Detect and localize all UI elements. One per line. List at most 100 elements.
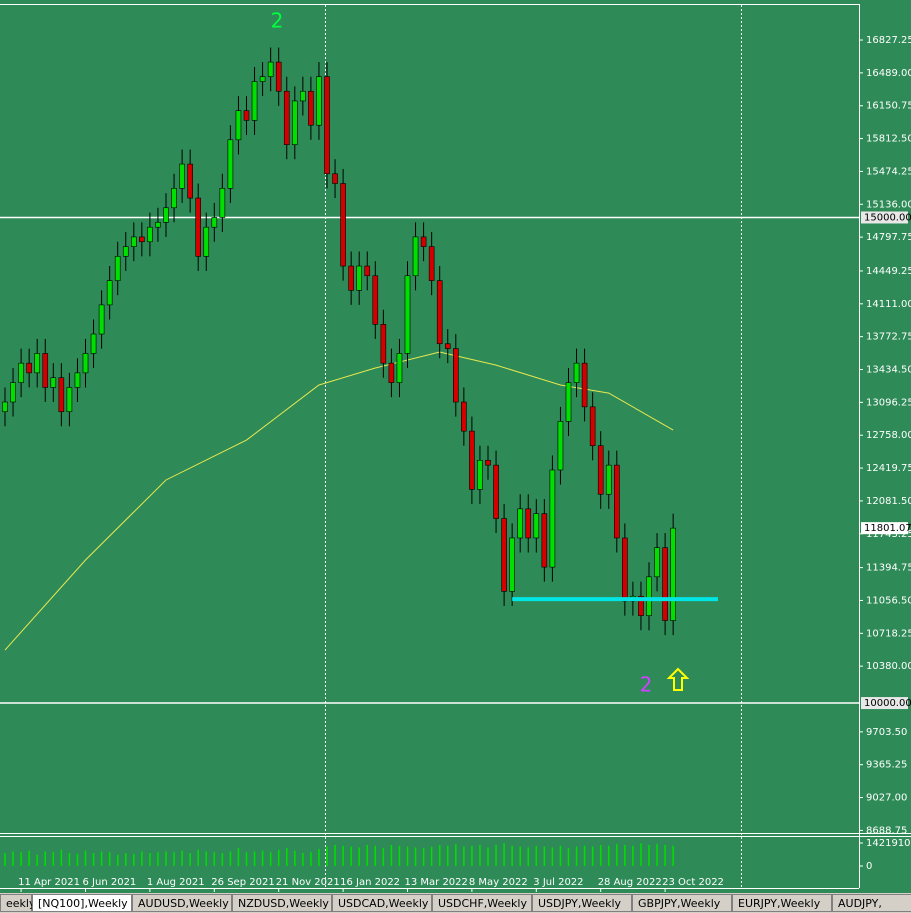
candle-body bbox=[58, 377, 65, 413]
candle-body bbox=[219, 188, 226, 218]
x-tick-label: 23 Oct 2022 bbox=[662, 877, 724, 888]
candle-body bbox=[380, 324, 387, 364]
volume-tick-label: 0 bbox=[866, 861, 872, 872]
candle-body bbox=[525, 508, 532, 539]
candle-body bbox=[74, 372, 81, 388]
candle-body bbox=[243, 110, 250, 121]
x-tick-label: 28 Aug 2022 bbox=[598, 877, 662, 888]
candle-body bbox=[2, 401, 8, 413]
candle-body bbox=[396, 353, 403, 383]
x-tick-label: 16 Jan 2022 bbox=[340, 877, 400, 888]
price-label: 11801.07 bbox=[864, 523, 911, 534]
y-tick-label: 12081.50 bbox=[866, 496, 911, 507]
candle-body bbox=[90, 333, 97, 354]
candle-body bbox=[501, 518, 507, 592]
y-tick-label: 11056.50 bbox=[866, 595, 911, 606]
y-tick-label: 14449.25 bbox=[866, 266, 911, 277]
y-tick-label: 16150.75 bbox=[866, 101, 911, 112]
candle-body bbox=[509, 537, 515, 592]
x-tick-label: 11 Apr 2021 bbox=[18, 877, 80, 888]
x-tick-label: 3 Jul 2022 bbox=[533, 877, 583, 888]
x-tick-label: 8 May 2022 bbox=[469, 877, 528, 888]
y-tick-label: 14111.00 bbox=[866, 299, 911, 310]
level-label-box bbox=[861, 697, 908, 710]
y-tick-label: 16827.25 bbox=[866, 35, 911, 46]
tab bbox=[232, 894, 332, 912]
tab-label: GBPJPY,Weekly bbox=[638, 897, 721, 910]
candle-body bbox=[348, 265, 354, 291]
candle-body bbox=[613, 464, 620, 539]
y-tick-label: 15474.25 bbox=[866, 166, 911, 177]
candle-body bbox=[461, 401, 467, 432]
candle-body bbox=[436, 280, 443, 345]
candle-body bbox=[332, 173, 338, 184]
y-tick-label: 16489.00 bbox=[866, 68, 911, 79]
candle-body bbox=[549, 469, 556, 568]
candle-body bbox=[404, 275, 411, 354]
y-tick-label: 9365.25 bbox=[866, 760, 907, 771]
candle-body bbox=[10, 382, 16, 403]
x-tick-label: 21 Nov 2021 bbox=[276, 877, 340, 888]
candle-body bbox=[573, 362, 580, 383]
candle-body bbox=[412, 236, 419, 277]
candle-body bbox=[452, 348, 459, 403]
background bbox=[0, 0, 911, 893]
candle-body bbox=[420, 236, 427, 247]
tab bbox=[32, 894, 132, 912]
candle-body bbox=[211, 217, 218, 228]
candle-body bbox=[597, 445, 604, 495]
y-tick-label: 13434.50 bbox=[866, 365, 911, 376]
tab-label: NZDUSD,Weekly bbox=[238, 897, 329, 910]
tab-label: EURJPY,Weekly bbox=[738, 897, 821, 910]
candle-body bbox=[581, 362, 588, 408]
volume-tick-label: 1421910 bbox=[866, 838, 911, 849]
candle-body bbox=[324, 76, 330, 175]
candle-body bbox=[18, 362, 24, 383]
candle-body bbox=[267, 61, 274, 77]
tab-label: AUDUSD,Weekly bbox=[138, 897, 229, 910]
candle-body bbox=[122, 246, 129, 257]
tab-label: USDCHF,Weekly bbox=[438, 897, 527, 910]
tab bbox=[132, 894, 232, 912]
level-label: 15000.00 bbox=[864, 212, 911, 223]
candle-body bbox=[356, 265, 363, 291]
candle-body bbox=[485, 459, 491, 466]
candle-body bbox=[541, 513, 548, 568]
candle-body bbox=[66, 387, 73, 413]
x-tick-label: 26 Sep 2021 bbox=[211, 877, 274, 888]
candle-body bbox=[654, 547, 660, 578]
candle-body bbox=[155, 222, 161, 228]
tab-list: eekly [NQ100],Weekly AUDUSD,Weekly NZDUSD,W… bbox=[0, 894, 911, 912]
tab bbox=[532, 894, 632, 912]
level-label: 10000.00 bbox=[864, 698, 911, 709]
candle-body bbox=[291, 100, 298, 145]
candle-body bbox=[428, 246, 435, 281]
y-tick-label: 12758.00 bbox=[866, 430, 911, 441]
tab-label: [NQ100],Weekly bbox=[38, 897, 128, 910]
candle-body bbox=[589, 406, 596, 447]
candle-body bbox=[163, 207, 169, 223]
candle-body bbox=[171, 188, 177, 209]
candle-body bbox=[131, 236, 137, 247]
tab-label: USDCAD,Weekly bbox=[338, 897, 429, 910]
y-tick-label: 12419.75 bbox=[866, 463, 911, 474]
tab bbox=[632, 894, 732, 912]
candle-body bbox=[26, 362, 32, 374]
candle-body bbox=[565, 382, 572, 422]
wave-label: 2 bbox=[640, 673, 653, 697]
candle-body bbox=[98, 304, 105, 335]
tab bbox=[832, 894, 911, 912]
candle-body bbox=[605, 464, 612, 495]
candle-body bbox=[622, 537, 628, 602]
candle-body bbox=[670, 527, 676, 621]
y-tick-label: 13772.75 bbox=[866, 332, 911, 343]
y-tick-label: 9703.50 bbox=[866, 727, 907, 738]
candle-body bbox=[300, 90, 306, 102]
candle-body bbox=[114, 256, 121, 281]
tab bbox=[732, 894, 832, 912]
tab-label: AUDJPY, bbox=[838, 897, 882, 910]
price-label-box bbox=[861, 522, 908, 535]
plot-area: 16827.25 16489.00 16150.75 15812.50 15474.25… bbox=[0, 35, 911, 892]
candle-body bbox=[662, 547, 668, 621]
y-tick-label: 14797.75 bbox=[866, 232, 911, 243]
